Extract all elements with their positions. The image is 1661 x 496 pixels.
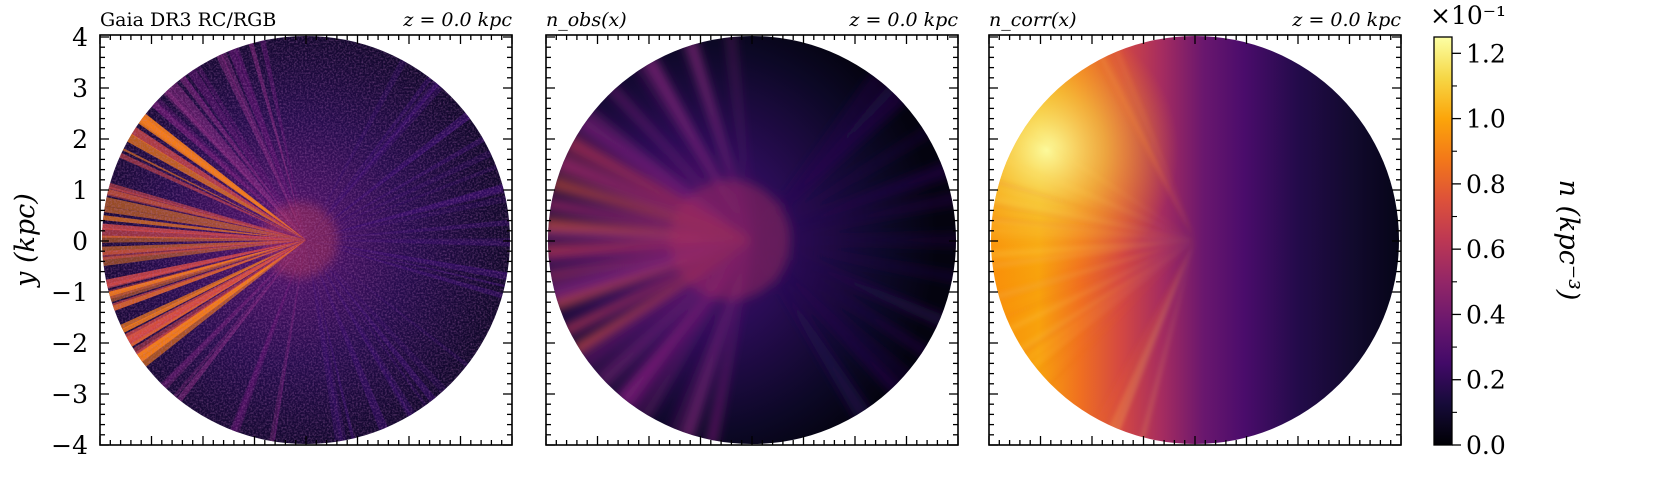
density-ray (1004, 240, 1195, 334)
panel2-title-right: z = 0.0 kpc (848, 9, 958, 31)
colorbar-gradient (1433, 36, 1453, 446)
y-tick-label: 1 (72, 176, 88, 205)
density-ray (991, 228, 1195, 240)
density-ray (991, 202, 1195, 240)
density-ray (1113, 45, 1195, 240)
density-ray (1017, 124, 1195, 240)
colorbar-tick-label: 0.2 (1466, 366, 1506, 395)
density-ray (752, 232, 956, 248)
density-ray (1095, 52, 1195, 240)
density-ray (1027, 240, 1195, 371)
density-ray (1105, 240, 1195, 433)
y-tick-label: 0 (72, 227, 88, 256)
density-ray (1000, 157, 1195, 240)
colorbar-tick-label: 1.2 (1466, 39, 1506, 68)
density-ray (1017, 240, 1195, 357)
density-ray (752, 240, 932, 359)
density-ray (1114, 240, 1195, 435)
colorbar-ticks: 0.0 0.2 0.4 0.6 0.8 1.0 1.2 (1452, 39, 1506, 460)
density-ray (752, 192, 956, 240)
density-ray (1138, 240, 1195, 444)
density-ray (992, 240, 1195, 301)
density-ray (752, 240, 948, 328)
density-ray (752, 81, 898, 241)
density-ray (1093, 240, 1195, 426)
observed-rays (548, 36, 956, 444)
y-tick-labels: 4 3 2 1 0 −1 −2 −3 −4 (51, 23, 88, 460)
panel-raw-counts (99, 34, 513, 446)
panel1-title-right: z = 0.0 kpc (402, 9, 512, 31)
y-tick-label: −4 (51, 431, 88, 460)
density-ray (991, 240, 1195, 268)
density-ray (752, 240, 872, 422)
density-ray (992, 178, 1195, 240)
axis-ticks (99, 35, 1402, 446)
density-ray (1107, 240, 1195, 434)
density-ray (752, 161, 953, 240)
density-ray (1099, 51, 1195, 240)
colorbar-tick-label: 0.8 (1466, 170, 1506, 199)
panel-observed-density (545, 34, 959, 446)
density-ray (752, 240, 914, 382)
y-tick-label: −3 (51, 380, 88, 409)
density-ray (1094, 53, 1195, 240)
density-ray (1045, 240, 1195, 390)
density-ray (1001, 155, 1195, 240)
density-ray (1015, 240, 1195, 354)
density-ray (991, 240, 1195, 260)
panel2-title-left: n_obs(x) (546, 9, 627, 31)
density-ray (752, 240, 904, 396)
panel1-title-left: Gaia DR3 RC/RGB (100, 9, 276, 31)
corrected-density-map (991, 36, 1399, 444)
density-ray (1022, 240, 1195, 364)
observed-density-map (548, 36, 956, 444)
y-tick-label: 3 (72, 74, 88, 103)
core-glow (670, 180, 790, 300)
panel3-title-left: n_corr(x) (989, 9, 1077, 31)
density-ray (1114, 45, 1195, 240)
density-ray (991, 240, 1195, 269)
corrected-streaks (991, 45, 1195, 444)
colorbar-label: n (kpc⁻³) (1553, 180, 1584, 301)
density-ray (993, 240, 1195, 303)
density-ray (752, 240, 956, 284)
density-ray (752, 125, 934, 240)
density-ray (991, 234, 1195, 240)
y-tick-label: −2 (51, 329, 88, 358)
colorbar-tick-label: 0.6 (1466, 235, 1506, 264)
panel-corrected-density (988, 34, 1402, 446)
density-ray (991, 195, 1195, 240)
density-ray (1097, 240, 1195, 427)
colorbar: 0.0 0.2 0.4 0.6 0.8 1.0 1.2 ×10⁻¹ n (kpc⁻³) (1430, 1, 1584, 460)
density-ray (1033, 240, 1195, 376)
y-tick-label: −1 (51, 278, 88, 307)
colorbar-tick-label: 0.4 (1466, 300, 1506, 329)
colorbar-multiplier: ×10⁻¹ (1430, 1, 1506, 30)
density-ray (999, 240, 1195, 321)
y-tick-label: 4 (72, 23, 88, 52)
panel3-title-right: z = 0.0 kpc (1291, 9, 1401, 31)
density-ray (752, 92, 909, 240)
density-ray (991, 216, 1195, 240)
y-axis-label: y (kpc) (10, 193, 41, 288)
density-ray (752, 69, 887, 240)
raw-counts-map (102, 36, 510, 444)
colorbar-tick-label: 0.0 (1466, 431, 1506, 460)
y-tick-label: 2 (72, 125, 88, 154)
colorbar-tick-label: 1.0 (1466, 105, 1506, 134)
